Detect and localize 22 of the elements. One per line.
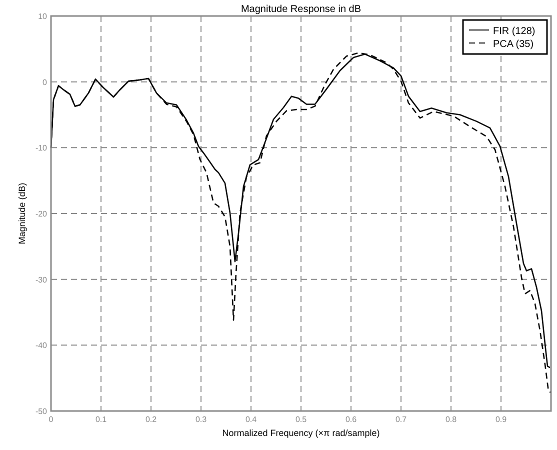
x-tick-label: 0.8 [445,415,458,424]
x-tick-label: 0.7 [395,415,408,424]
x-tick-label: 0.2 [145,415,158,424]
y-tick-label: -50 [35,407,48,416]
legend-label: PCA (35) [493,39,534,50]
y-tick-label: -10 [35,144,48,153]
y-tick-label: 10 [38,12,48,21]
y-tick-label: -20 [35,210,48,218]
x-tick-label: 0.5 [295,415,308,424]
x-tick-label: 0.1 [95,415,108,424]
x-tick-label: 0.3 [195,415,208,424]
y-tick-label: 0 [42,78,48,87]
y-axis-title: Magnitude (dB) [17,182,27,244]
x-tick-label: 0.4 [245,415,258,424]
x-tick-label: 0.9 [495,415,508,424]
legend-label: FIR (128) [493,26,536,37]
y-tick-label: -30 [35,275,48,284]
chart-title: Magnitude Response in dB [240,4,362,15]
y-tick-label: -40 [35,341,48,350]
x-axis-title: Normalized Frequency (×π rad/sample) [222,428,380,438]
x-tick-label: 0.6 [345,415,358,424]
x-tick-label: 0 [48,415,54,424]
